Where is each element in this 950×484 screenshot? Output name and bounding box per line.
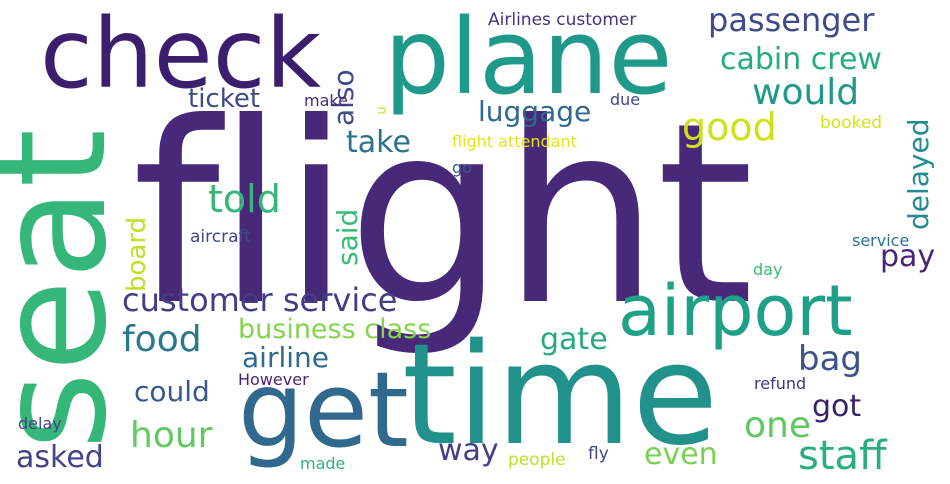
word-luggage: luggage <box>478 95 592 128</box>
word-good: good <box>682 105 777 149</box>
word-passenger: passenger <box>708 1 875 39</box>
word-due: due <box>610 90 641 109</box>
word-delay: delay <box>18 414 62 433</box>
word-check: check <box>40 0 322 110</box>
word-flight: flight <box>132 69 754 360</box>
word-however: However <box>238 370 309 389</box>
word-one: one <box>744 405 811 446</box>
word-time: time <box>402 314 719 477</box>
word-customer-service: customer service <box>122 281 398 319</box>
word-hour: hour <box>130 415 213 456</box>
word-people: people <box>508 450 566 470</box>
word-bag: bag <box>798 339 862 379</box>
word-food: food <box>122 319 202 360</box>
word-way: way <box>438 433 499 468</box>
word-booked: booked <box>820 113 883 133</box>
word-u: u <box>374 106 390 115</box>
word-flight-attendant: flight attendant <box>452 132 577 151</box>
word-airport: airport <box>618 270 853 352</box>
word-made: made <box>300 454 346 473</box>
word-would: would <box>752 72 860 113</box>
word-asked: asked <box>16 440 104 475</box>
word-ticket: ticket <box>188 84 261 114</box>
word-delayed: delayed <box>902 118 935 230</box>
word-got: got <box>812 389 862 424</box>
word-fly: fly <box>588 444 609 464</box>
word-even: even <box>644 437 718 472</box>
word-could: could <box>134 375 210 408</box>
word-told: told <box>208 177 281 221</box>
word-pay: pay <box>880 239 936 274</box>
word-staff: staff <box>798 433 887 479</box>
word-refund: refund <box>754 374 807 393</box>
word-seat: seat <box>0 128 140 450</box>
word-said: said <box>331 208 364 266</box>
word-gate: gate <box>540 322 608 357</box>
word-cabin-crew: cabin crew <box>720 42 882 77</box>
word-make: make <box>304 91 348 110</box>
word-business-class: business class <box>238 314 432 345</box>
word-take: take <box>346 125 411 160</box>
word-day: day <box>753 260 783 279</box>
word-service: service <box>852 231 910 250</box>
word-airlines-customer: Airlines customer <box>488 10 637 30</box>
word-aircraft: aircraft <box>190 227 251 247</box>
word-plane: plane <box>384 0 673 118</box>
word-airline: airline <box>242 341 329 374</box>
word-go: go <box>452 158 472 177</box>
word-get: get <box>238 349 409 471</box>
